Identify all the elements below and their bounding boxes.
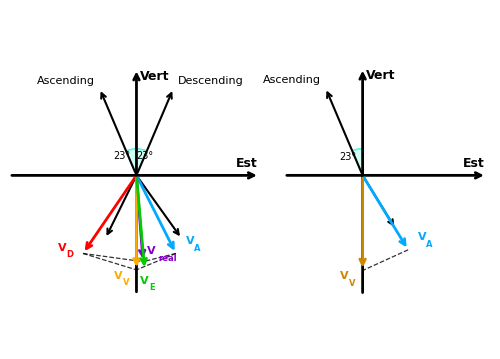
Text: Vert: Vert — [366, 69, 396, 83]
Text: Ascending: Ascending — [36, 76, 94, 86]
Text: V: V — [418, 232, 426, 242]
Text: Descending: Descending — [178, 76, 244, 86]
Text: V: V — [340, 271, 348, 281]
Text: A: A — [194, 244, 200, 253]
Text: E: E — [149, 283, 154, 292]
Text: V: V — [122, 278, 129, 287]
Text: Ascending: Ascending — [262, 75, 320, 85]
Polygon shape — [126, 149, 136, 176]
Text: V: V — [114, 271, 122, 281]
Text: 23°: 23° — [113, 151, 130, 161]
Text: 23°: 23° — [339, 152, 356, 162]
Text: V: V — [58, 243, 67, 253]
Text: Vert: Vert — [140, 70, 170, 83]
Text: D: D — [66, 250, 73, 259]
Text: V: V — [147, 246, 156, 256]
Text: V: V — [186, 236, 194, 246]
Polygon shape — [136, 149, 146, 176]
Text: 23°: 23° — [136, 151, 153, 161]
Text: Est: Est — [236, 157, 258, 170]
Polygon shape — [352, 149, 362, 175]
Text: real: real — [158, 254, 176, 263]
Text: V: V — [348, 279, 355, 288]
Text: Est: Est — [464, 157, 485, 169]
Text: A: A — [426, 240, 433, 249]
Text: V: V — [140, 276, 149, 285]
